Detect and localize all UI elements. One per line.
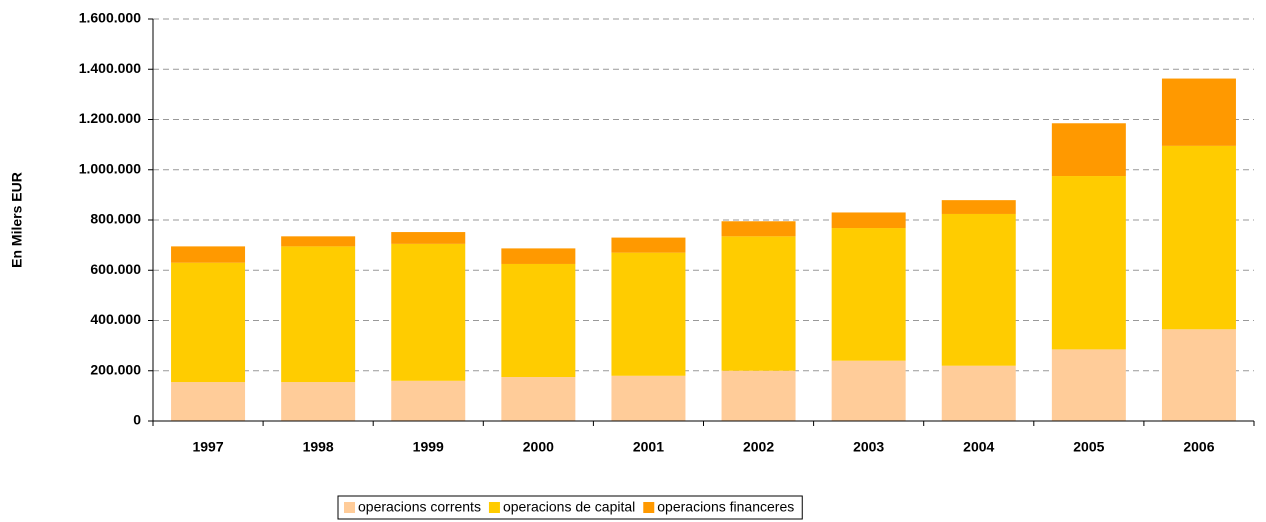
bar-segment [281, 246, 356, 383]
bar-segment [391, 243, 466, 381]
bar-segment [501, 263, 576, 378]
bar-segment [391, 232, 466, 244]
bar-segment [611, 375, 686, 421]
legend-label: operacions financeres [657, 499, 794, 515]
bar-segment [721, 221, 796, 237]
bar-segment [1051, 176, 1126, 350]
y-tick-label: 600.000 [90, 261, 141, 277]
bar-segment [721, 370, 796, 421]
bar-segment [941, 213, 1016, 366]
bar-segment [501, 248, 576, 264]
y-tick-label: 400.000 [90, 311, 141, 327]
x-tick-label: 1998 [303, 439, 334, 455]
bar-segment [831, 228, 906, 361]
bar-segment [281, 382, 356, 421]
x-tick-label: 2002 [743, 439, 774, 455]
y-tick-label: 1.600.000 [79, 10, 141, 26]
y-tick-label: 200.000 [90, 361, 141, 377]
legend-swatch [344, 502, 355, 513]
bar-segment [1161, 329, 1236, 421]
legend-label: operacions de capital [503, 499, 635, 515]
y-tick-label: 1.400.000 [79, 60, 141, 76]
bar-segment [611, 252, 686, 376]
bar-segment [1051, 349, 1126, 421]
y-tick-label: 0 [133, 412, 141, 428]
bar-segment [831, 212, 906, 229]
legend: operacions corrents operacions de capital… [337, 495, 803, 520]
x-tick-label: 1999 [413, 439, 444, 455]
bar-segment [721, 236, 796, 371]
legend-swatch [488, 502, 500, 513]
bar-segment [171, 382, 246, 421]
bar-segment [831, 360, 906, 421]
bar-segment [1161, 78, 1236, 146]
legend-label: operacions corrents [358, 499, 481, 515]
x-tick-label: 2004 [963, 439, 994, 455]
bar-segment [941, 365, 1016, 421]
x-tick-label: 2006 [1183, 439, 1214, 455]
y-axis-label: En Milers EUR [9, 172, 25, 268]
x-tick-label: 2005 [1073, 439, 1104, 455]
legend-swatch [643, 502, 655, 513]
bar-segment [1161, 145, 1236, 330]
bar-segment [171, 262, 246, 383]
bar-segment [391, 380, 466, 421]
y-tick-label: 1.200.000 [79, 110, 141, 126]
x-tick-label: 2003 [853, 439, 884, 455]
bar-segment [611, 237, 686, 253]
x-tick-label: 1997 [192, 439, 223, 455]
bar-segment [1051, 123, 1126, 177]
bar-segment [171, 246, 246, 263]
bar-segment [941, 200, 1016, 214]
bar-segment [501, 377, 576, 421]
x-tick-label: 2001 [633, 439, 664, 455]
y-tick-label: 800.000 [90, 211, 141, 227]
bar-segment [281, 236, 356, 247]
legend-box [337, 495, 803, 520]
x-tick-label: 2000 [523, 439, 554, 455]
y-tick-label: 1.000.000 [79, 160, 141, 176]
